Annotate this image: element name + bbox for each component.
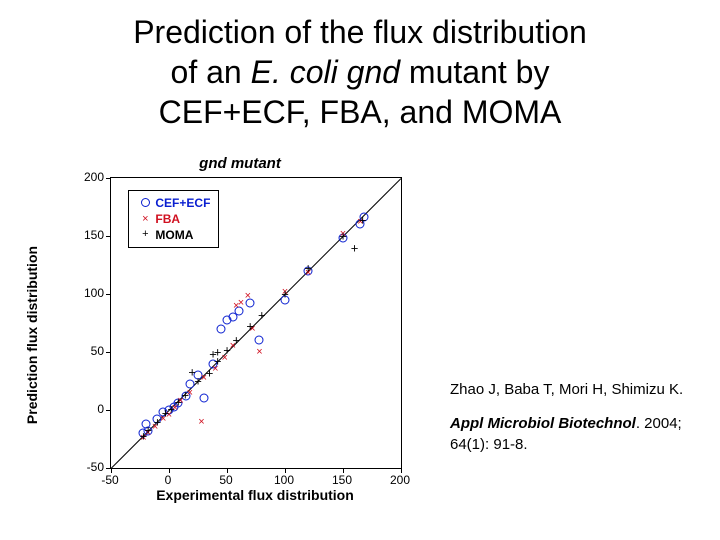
plot-area: ××××××××××××××××××××××++++++++++++++++++… — [110, 177, 402, 469]
chart-xlabel: Experimental flux distribution — [110, 487, 400, 503]
y-tick — [106, 236, 111, 237]
data-point: + — [213, 348, 222, 357]
title-line2-post: mutant by — [400, 54, 549, 90]
chart-legend: CEF+ECF×FBA+MOMA — [128, 190, 219, 248]
legend-marker-icon — [135, 198, 155, 207]
data-point: + — [194, 377, 203, 386]
data-point — [217, 324, 226, 333]
y-tick-label: 150 — [64, 228, 104, 242]
data-point: + — [257, 310, 266, 319]
data-point: × — [255, 348, 263, 356]
data-point: + — [223, 345, 232, 354]
data-point: + — [339, 232, 348, 241]
page-title: Prediction of the flux distribution of a… — [0, 0, 720, 132]
title-line1: Prediction of the flux distribution — [133, 14, 587, 50]
x-tick-label: 200 — [390, 473, 410, 487]
title-line3: CEF+ECF, FBA, and MOMA — [159, 94, 562, 130]
citation-journal: Appl Microbiol Biotechnol — [450, 415, 636, 432]
data-point: × — [244, 292, 252, 300]
data-point: + — [358, 215, 367, 224]
data-point: × — [237, 299, 245, 307]
y-tick — [106, 294, 111, 295]
data-point: + — [350, 243, 359, 252]
y-tick-label: 0 — [64, 402, 104, 416]
data-point: + — [181, 390, 190, 399]
x-tick-label: 50 — [219, 473, 232, 487]
legend-label: FBA — [155, 212, 180, 226]
y-tick — [106, 410, 111, 411]
citation-authors: Zhao J, Baba T, Mori H, Shimizu K. — [450, 380, 690, 400]
data-point: + — [205, 368, 214, 377]
x-tick-label: 150 — [332, 473, 352, 487]
legend-label: CEF+ECF — [155, 196, 210, 210]
data-point: × — [197, 418, 205, 426]
y-tick-label: 100 — [64, 286, 104, 300]
scatter-chart: gnd mutant Prediction flux distribution … — [40, 155, 440, 515]
title-line2-italic: E. coli gnd — [251, 54, 400, 90]
x-tick-label: 100 — [274, 473, 294, 487]
citation-reference: Appl Microbiol Biotechnol. 2004; 64(1): … — [450, 414, 690, 455]
legend-item: ×FBA — [135, 211, 210, 227]
legend-marker-icon: × — [135, 215, 155, 223]
legend-item: +MOMA — [135, 227, 210, 243]
title-line2-pre: of an — [171, 54, 251, 90]
y-tick-label: 200 — [64, 170, 104, 184]
x-tick-label: 0 — [165, 473, 172, 487]
y-tick-label: 50 — [64, 344, 104, 358]
legend-item: CEF+ECF — [135, 195, 210, 211]
x-tick-label: -50 — [101, 473, 118, 487]
legend-marker-icon: + — [135, 230, 155, 239]
data-point — [255, 336, 264, 345]
y-tick — [106, 178, 111, 179]
data-point: + — [144, 425, 153, 434]
data-point: + — [304, 264, 313, 273]
data-point: + — [232, 336, 241, 345]
y-tick-label: -50 — [64, 460, 104, 474]
legend-label: MOMA — [155, 228, 193, 242]
citation-block: Zhao J, Baba T, Mori H, Shimizu K. Appl … — [450, 380, 690, 455]
y-tick — [106, 352, 111, 353]
data-point — [199, 394, 208, 403]
data-point: + — [153, 417, 162, 426]
chart-ylabel: Prediction flux distribution — [24, 246, 40, 424]
data-point: + — [281, 290, 290, 299]
data-point: + — [246, 322, 255, 331]
